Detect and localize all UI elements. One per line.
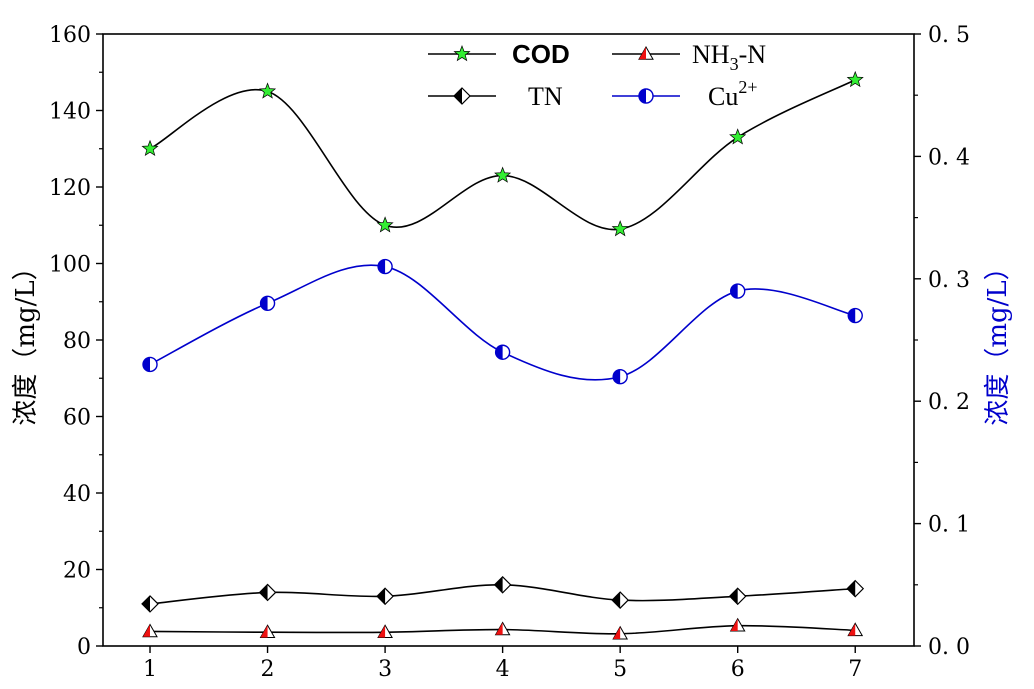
legend: COD NH3-N TN Cu2+ — [428, 39, 766, 111]
y-right-axis-title: 浓度（mg/L） — [983, 254, 1013, 425]
series-line-0 — [149, 79, 856, 231]
y-left-tick-label: 60 — [63, 406, 91, 431]
y-left-tick-label: 0 — [77, 635, 91, 660]
x-tick-label: 7 — [848, 657, 862, 682]
y-right-tick-label: 0. 5 — [928, 23, 970, 48]
data-point-0-4 — [611, 220, 629, 237]
data-point-2-5 — [728, 587, 747, 606]
legend-label: COD — [512, 39, 570, 69]
y-left-axis-title: 浓度（mg/L） — [11, 254, 41, 425]
x-tick-label: 1 — [143, 657, 157, 682]
data-point-2-2 — [376, 587, 394, 606]
data-point-2-0 — [141, 595, 159, 613]
data-point-1-2 — [377, 624, 393, 638]
data-point-2-4 — [611, 591, 630, 609]
data-point-3-5 — [729, 283, 746, 299]
y-left-tick-label: 120 — [49, 176, 91, 201]
data-point-1-3 — [494, 621, 511, 636]
y-left-tick-label: 80 — [63, 329, 91, 354]
x-tick-label: 5 — [613, 657, 627, 682]
series-line-3 — [149, 264, 856, 381]
data-point-3-4 — [612, 369, 628, 385]
y-left-tick-label: 160 — [49, 23, 91, 48]
x-tick-label: 3 — [378, 657, 392, 682]
data-point-3-1 — [259, 295, 276, 311]
legend-item-2: TN — [428, 82, 563, 111]
legend-marker — [638, 45, 654, 60]
data-point-1-0 — [142, 623, 158, 638]
data-point-1-4 — [612, 625, 629, 640]
y-left-tick-label: 20 — [63, 559, 91, 584]
y-left-tick-label: 40 — [63, 482, 91, 507]
x-tick-label: 2 — [261, 657, 275, 682]
legend-item-1: NH3-N — [612, 40, 766, 74]
data-point-3-3 — [494, 344, 511, 360]
data-point-0-5 — [729, 128, 747, 145]
y-left-tick-label: 100 — [49, 253, 91, 278]
y-right-tick-label: 0. 2 — [928, 390, 970, 415]
legend-label: NH3-N — [692, 40, 766, 74]
data-point-3-0 — [142, 356, 158, 373]
y-right-tick-label: 0. 4 — [928, 145, 970, 170]
data-point-0-2 — [376, 216, 394, 233]
y-right-tick-label: 0. 0 — [928, 635, 970, 660]
legend-marker — [453, 87, 471, 105]
data-point-3-2 — [377, 258, 393, 275]
data-point-0-3 — [494, 166, 512, 183]
legend-label: TN — [528, 82, 563, 111]
legend-marker — [453, 45, 471, 62]
plot-frame — [102, 33, 915, 647]
plot-area — [141, 70, 865, 640]
legend-item-0: COD — [428, 39, 570, 69]
y-right-tick-label: 0. 1 — [928, 513, 970, 538]
data-point-0-6 — [846, 70, 864, 88]
data-point-3-6 — [847, 307, 863, 324]
legend-marker — [638, 88, 654, 104]
legend-item-3: Cu2+ — [612, 77, 758, 111]
legend-label: Cu2+ — [708, 77, 758, 111]
data-point-1-1 — [259, 624, 276, 638]
data-point-1-5 — [729, 617, 746, 632]
data-point-2-3 — [493, 575, 512, 594]
data-point-2-6 — [846, 579, 865, 598]
data-point-0-1 — [259, 82, 277, 99]
data-point-2-1 — [258, 583, 277, 602]
x-tick-label: 6 — [731, 657, 745, 682]
data-point-1-6 — [847, 622, 864, 637]
x-tick-label: 4 — [496, 657, 510, 682]
data-point-0-0 — [141, 139, 159, 157]
axes: 1 2 3 4 5 6 7 0 20 40 60 80 100 120 140 160 0. 0 0. 1 0. 2… — [11, 23, 1013, 682]
y-left-tick-label: 140 — [49, 100, 91, 125]
y-right-tick-label: 0. 3 — [928, 268, 970, 293]
